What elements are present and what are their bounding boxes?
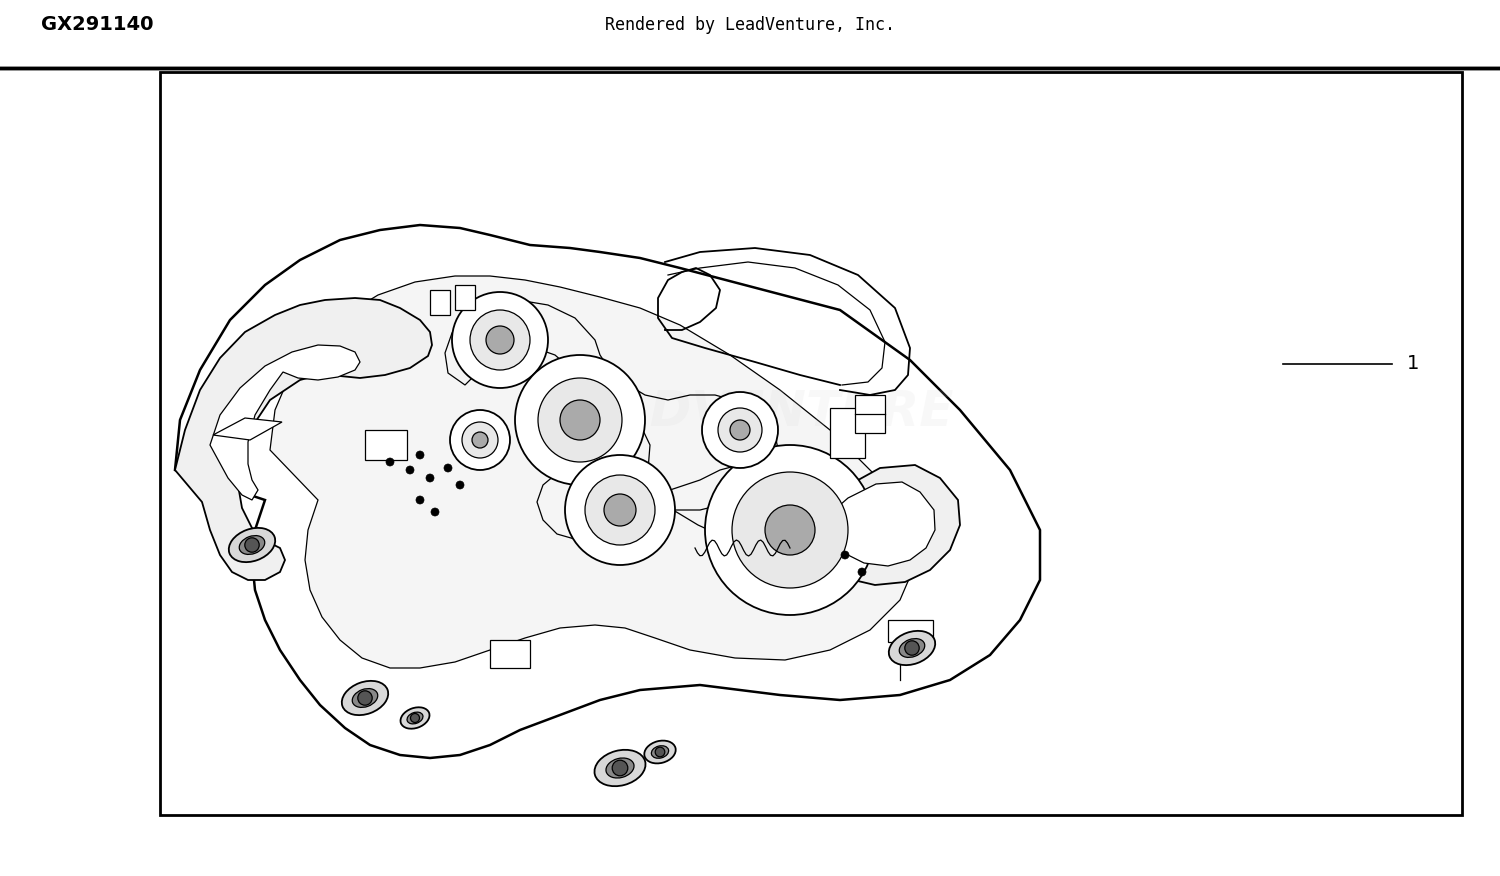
Circle shape (430, 508, 439, 516)
Circle shape (732, 472, 848, 588)
FancyBboxPatch shape (830, 408, 866, 458)
Circle shape (730, 420, 750, 440)
Polygon shape (808, 465, 960, 585)
Bar (888, 620, 933, 642)
Polygon shape (270, 276, 915, 668)
Text: Rendered by LeadVenture, Inc.: Rendered by LeadVenture, Inc. (604, 16, 896, 33)
Circle shape (486, 326, 514, 354)
Ellipse shape (230, 528, 274, 562)
Circle shape (538, 378, 622, 462)
Polygon shape (213, 418, 282, 440)
Circle shape (426, 474, 433, 482)
Text: GX291140: GX291140 (40, 15, 153, 34)
Ellipse shape (238, 535, 266, 555)
Circle shape (842, 551, 849, 559)
Circle shape (462, 422, 498, 458)
Bar (855, 395, 885, 433)
Circle shape (406, 466, 414, 474)
Polygon shape (210, 345, 360, 500)
Circle shape (456, 481, 464, 489)
Ellipse shape (890, 631, 934, 665)
Circle shape (604, 494, 636, 526)
Bar (160, 72, 1462, 815)
Bar (454, 285, 476, 310)
Ellipse shape (352, 689, 378, 708)
Circle shape (566, 455, 675, 565)
Circle shape (858, 568, 865, 576)
Ellipse shape (898, 639, 926, 657)
Text: LEADVENTURE: LEADVENTURE (546, 388, 954, 435)
Circle shape (904, 641, 920, 655)
Circle shape (452, 292, 548, 388)
Circle shape (470, 310, 530, 370)
Polygon shape (176, 225, 1040, 758)
Bar (430, 290, 450, 315)
Circle shape (560, 400, 600, 440)
Circle shape (416, 451, 424, 459)
Circle shape (702, 392, 778, 468)
FancyBboxPatch shape (490, 640, 530, 668)
Circle shape (705, 445, 874, 615)
Ellipse shape (606, 758, 634, 778)
Circle shape (765, 505, 814, 555)
Ellipse shape (594, 750, 645, 786)
Ellipse shape (645, 740, 675, 763)
Circle shape (612, 760, 628, 776)
Circle shape (450, 410, 510, 470)
Circle shape (585, 475, 656, 545)
Ellipse shape (651, 745, 669, 759)
Text: 1: 1 (1407, 354, 1419, 373)
Circle shape (416, 496, 424, 504)
Circle shape (656, 747, 664, 757)
Polygon shape (176, 298, 432, 580)
Ellipse shape (406, 712, 423, 724)
Circle shape (472, 432, 488, 448)
Circle shape (386, 458, 394, 466)
Circle shape (444, 464, 452, 472)
Circle shape (358, 691, 372, 705)
Circle shape (244, 538, 260, 552)
Ellipse shape (342, 681, 388, 715)
Circle shape (514, 355, 645, 485)
FancyBboxPatch shape (364, 430, 407, 460)
Circle shape (411, 713, 420, 723)
Polygon shape (833, 482, 934, 566)
Circle shape (718, 408, 762, 452)
Ellipse shape (400, 707, 429, 729)
